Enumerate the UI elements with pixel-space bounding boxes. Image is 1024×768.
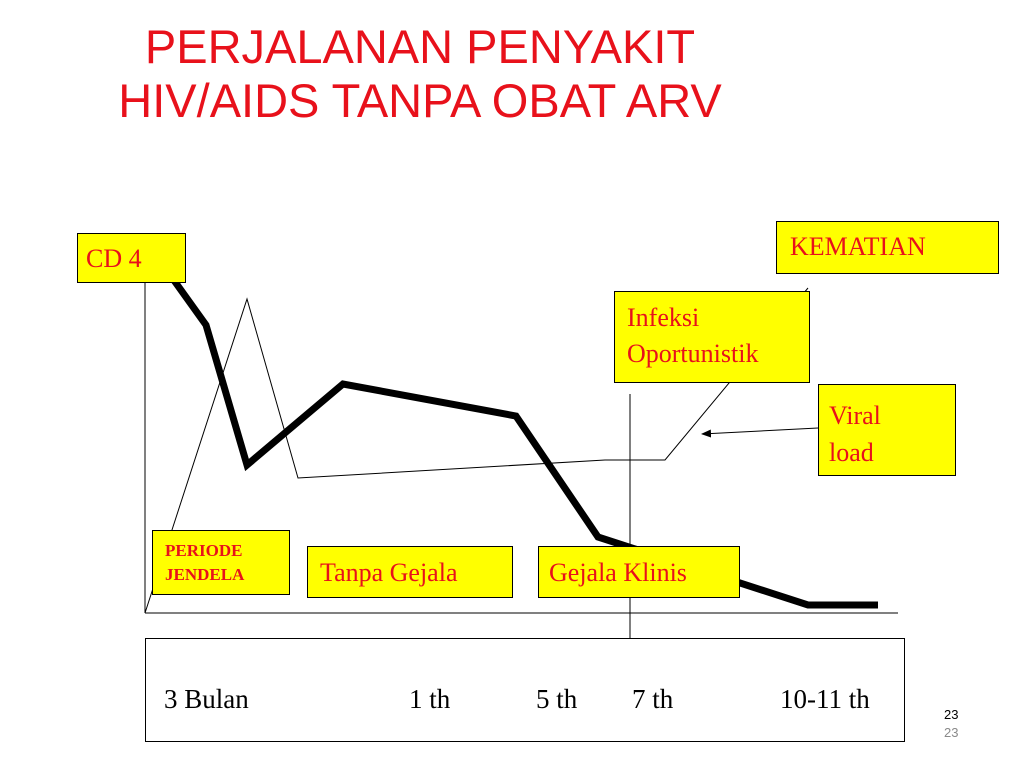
slide-title: PERJALANAN PENYAKIT HIV/AIDS TANPA OBAT … — [0, 20, 840, 128]
slide-number-bottom: 23 — [944, 725, 959, 740]
tick-10-11-th: 10-11 th — [780, 684, 870, 714]
tick-1-th: 1 th — [409, 684, 451, 714]
infeksi-oportunistik-box: Infeksi Oportunistik — [614, 291, 810, 383]
kematian-box: KEMATIAN — [776, 221, 999, 274]
infeksi-line-1: Infeksi — [627, 303, 700, 332]
tanpa-gejala-label: Tanpa Gejala — [320, 558, 458, 587]
gejala-klinis-label: Gejala Klinis — [549, 558, 687, 587]
kematian-label: KEMATIAN — [790, 232, 926, 261]
tanpa-gejala-box: Tanpa Gejala — [307, 546, 513, 598]
infeksi-line-2: Oportunistik — [627, 339, 759, 368]
periode-line-1: PERIODE — [165, 541, 243, 560]
title-line-1: PERJALANAN PENYAKIT — [144, 20, 696, 73]
slide-number-top: 23 — [944, 707, 959, 722]
cd4-label: CD 4 — [86, 244, 142, 273]
timeline-box — [145, 638, 905, 742]
periode-line-2: JENDELA — [165, 565, 245, 584]
periode-jendela-box: PERIODE JENDELA — [152, 530, 290, 595]
viral-load-box: Viral load — [818, 384, 956, 476]
tick-5-th: 5 th — [536, 684, 578, 714]
viral-load-arrow — [701, 427, 819, 438]
viral-load-curve — [144, 287, 809, 614]
cd4-curve — [160, 262, 878, 609]
tick-3-bulan: 3 Bulan — [164, 684, 249, 714]
title-line-2: HIV/AIDS TANPA OBAT ARV — [118, 74, 722, 127]
tick-7-th: 7 th — [632, 684, 674, 714]
cd4-label-box: CD 4 — [77, 233, 186, 283]
gejala-klinis-box: Gejala Klinis — [538, 546, 740, 598]
viral-line-1: Viral — [829, 401, 881, 430]
viral-line-2: load — [829, 438, 874, 467]
